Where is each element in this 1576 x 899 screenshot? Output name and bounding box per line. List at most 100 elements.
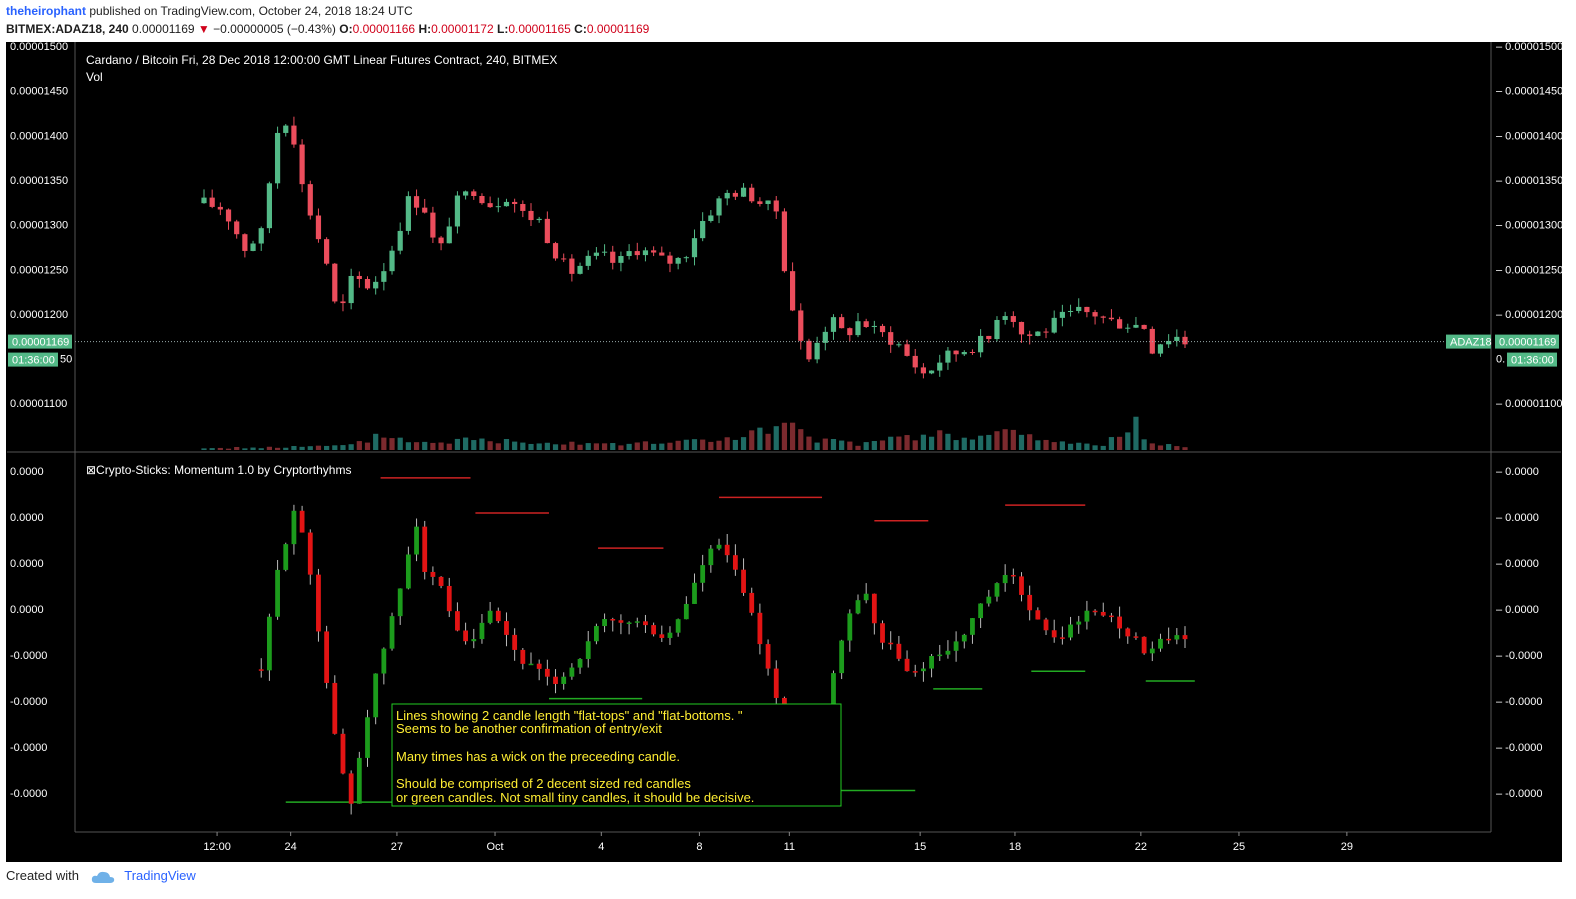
price-candle bbox=[618, 251, 624, 272]
momentum-candle bbox=[970, 618, 975, 644]
indicator-title[interactable]: ⊠Crypto-Sticks: Momentum 1.0 by Cryptort… bbox=[86, 463, 351, 477]
volume-bar bbox=[806, 436, 812, 450]
chart-area[interactable]: 0.00001500 – 0.00001500 0.00001450 – 0.0000… bbox=[6, 42, 1562, 862]
price-candle bbox=[512, 198, 518, 213]
tradingview-link[interactable]: TradingView bbox=[124, 868, 196, 883]
volume-bar bbox=[340, 445, 346, 450]
volume-bar bbox=[307, 446, 313, 450]
price-candle bbox=[1157, 343, 1164, 357]
momentum-candle bbox=[961, 633, 967, 649]
price-candle bbox=[806, 338, 812, 362]
price-candle bbox=[463, 190, 469, 200]
price-candle bbox=[585, 250, 591, 270]
momentum-candle bbox=[422, 520, 428, 580]
price-candle bbox=[1027, 330, 1033, 345]
price-tick-right: – 0.00001100 bbox=[1496, 398, 1562, 410]
annotation-box[interactable]: Lines showing 2 candle length "flat-tops… bbox=[391, 703, 842, 807]
volume-bar bbox=[1133, 416, 1139, 450]
volume-bar bbox=[299, 446, 305, 450]
price-candle bbox=[422, 198, 428, 214]
volume-bar bbox=[520, 442, 526, 450]
momentum-candle bbox=[430, 566, 436, 586]
volume-bar bbox=[920, 434, 926, 450]
volume-bar bbox=[969, 439, 976, 450]
author-link[interactable]: theheirophant bbox=[6, 4, 86, 18]
volume-bar bbox=[1100, 445, 1106, 450]
price-candle bbox=[740, 183, 747, 198]
price-candle bbox=[438, 235, 444, 251]
price-candle bbox=[675, 257, 681, 270]
volume-bar bbox=[781, 422, 788, 450]
indicator-tick-right: – -0.0000 bbox=[1496, 742, 1542, 754]
price-candle bbox=[1141, 324, 1147, 330]
momentum-candle bbox=[724, 534, 730, 563]
momentum-candle bbox=[267, 613, 272, 681]
volume-bar bbox=[896, 436, 902, 450]
price-tick-left: 0.00001100 bbox=[10, 398, 67, 410]
symbol-label[interactable]: BITMEX:ADAZ18, 240 bbox=[6, 22, 129, 36]
price-candles bbox=[201, 116, 1188, 379]
price-candle bbox=[315, 208, 322, 243]
volume-bar bbox=[585, 443, 591, 450]
momentum-candle bbox=[700, 554, 706, 592]
momentum-candle bbox=[978, 603, 984, 629]
price-candle bbox=[266, 181, 272, 234]
time-tick-label: 4 bbox=[598, 841, 604, 853]
momentum-candle bbox=[1158, 633, 1163, 652]
volume-bar bbox=[953, 440, 959, 450]
momentum-candle bbox=[945, 640, 951, 659]
volume-bar bbox=[397, 437, 403, 450]
time-axis[interactable]: 12:00 24 27 Oct 4 8 11 15 18 22 25 29 bbox=[203, 832, 1353, 853]
volume-bar bbox=[405, 442, 411, 450]
volume-bar bbox=[830, 438, 837, 450]
momentum-candle bbox=[1076, 615, 1082, 634]
price-candle bbox=[953, 350, 959, 362]
indicator-tick-right: – -0.0000 bbox=[1496, 696, 1542, 708]
price-tick-left: 50 bbox=[60, 354, 72, 366]
volume-bar bbox=[683, 439, 689, 450]
momentum-candle bbox=[626, 621, 632, 635]
price-candle bbox=[332, 262, 338, 304]
volume-bar bbox=[765, 433, 771, 450]
price-candle bbox=[364, 276, 371, 290]
volume-bar bbox=[626, 443, 632, 450]
volume-bar bbox=[937, 430, 943, 450]
volume-bar bbox=[1018, 434, 1025, 450]
volume-bar bbox=[691, 439, 698, 450]
momentum-candle bbox=[773, 660, 779, 708]
price-candle bbox=[659, 246, 665, 256]
price-candle bbox=[642, 247, 649, 262]
volume-bar bbox=[422, 441, 428, 450]
price-tick-left: 0.00001300 bbox=[10, 220, 68, 232]
volume-bar bbox=[274, 447, 281, 450]
indicator-tick-left: 0.0000 bbox=[10, 466, 44, 478]
indicator-axis[interactable]: 0.0000 – 0.0000 0.0000 – 0.0000 0.0000 – 0.00… bbox=[10, 466, 1542, 800]
created-with-text: Created with bbox=[6, 868, 79, 883]
volume-bar bbox=[430, 442, 436, 450]
price-candle bbox=[1174, 329, 1180, 347]
price-candle bbox=[994, 316, 1000, 342]
price-candle bbox=[1108, 309, 1115, 321]
volume-bar bbox=[446, 443, 452, 450]
price-candle bbox=[1133, 316, 1139, 329]
indicator-tick-right: – 0.0000 bbox=[1496, 466, 1539, 478]
price-tick-right: – 0.00001250 bbox=[1496, 264, 1562, 276]
volume-bar bbox=[1010, 429, 1016, 450]
momentum-candle bbox=[397, 588, 403, 625]
price-candle bbox=[601, 244, 608, 256]
volume-bar bbox=[659, 443, 665, 450]
price-candle bbox=[634, 242, 640, 260]
volume-bar bbox=[593, 443, 599, 450]
countdown-badge-right: 01:36:00 bbox=[1507, 352, 1557, 367]
momentum-candle bbox=[569, 663, 575, 680]
price-axis[interactable]: 0.00001500 – 0.00001500 0.00001450 – 0.0000… bbox=[10, 42, 1562, 410]
price-candle bbox=[217, 202, 223, 216]
price-candle bbox=[798, 303, 804, 350]
last-price-text-right: 0.00001169 bbox=[1499, 337, 1556, 349]
volume-bar bbox=[1059, 441, 1065, 450]
volume-bar bbox=[479, 438, 485, 450]
price-candle bbox=[291, 116, 297, 148]
price-candle bbox=[201, 189, 207, 204]
momentum-candle bbox=[871, 593, 877, 635]
price-tick-left: 0.00001200 bbox=[10, 309, 68, 321]
